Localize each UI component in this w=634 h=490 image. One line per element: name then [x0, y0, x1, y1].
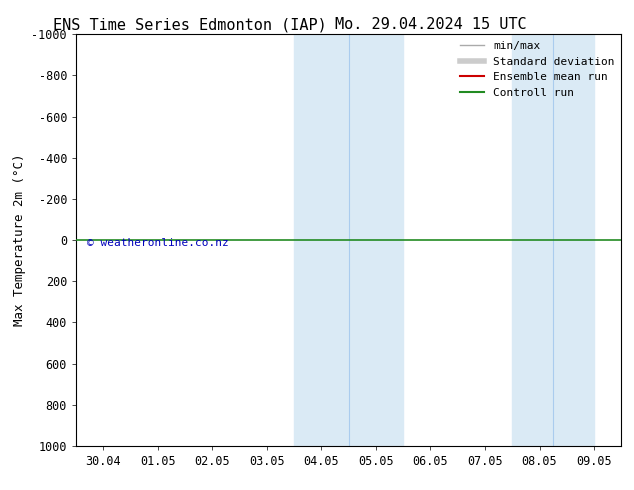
Text: Mo. 29.04.2024 15 UTC: Mo. 29.04.2024 15 UTC [335, 17, 527, 32]
Bar [349, 34, 403, 446]
Legend: min/max, Standard deviation, Ensemble mean run, Controll run: min/max, Standard deviation, Ensemble me… [455, 37, 619, 102]
Y-axis label: Max Temperature 2m (°C): Max Temperature 2m (°C) [13, 154, 26, 326]
Text: ENS Time Series Edmonton (IAP): ENS Time Series Edmonton (IAP) [53, 17, 327, 32]
Text: © weatheronline.co.nz: © weatheronline.co.nz [87, 238, 229, 248]
Bar [512, 34, 594, 446]
Bar [294, 34, 349, 446]
